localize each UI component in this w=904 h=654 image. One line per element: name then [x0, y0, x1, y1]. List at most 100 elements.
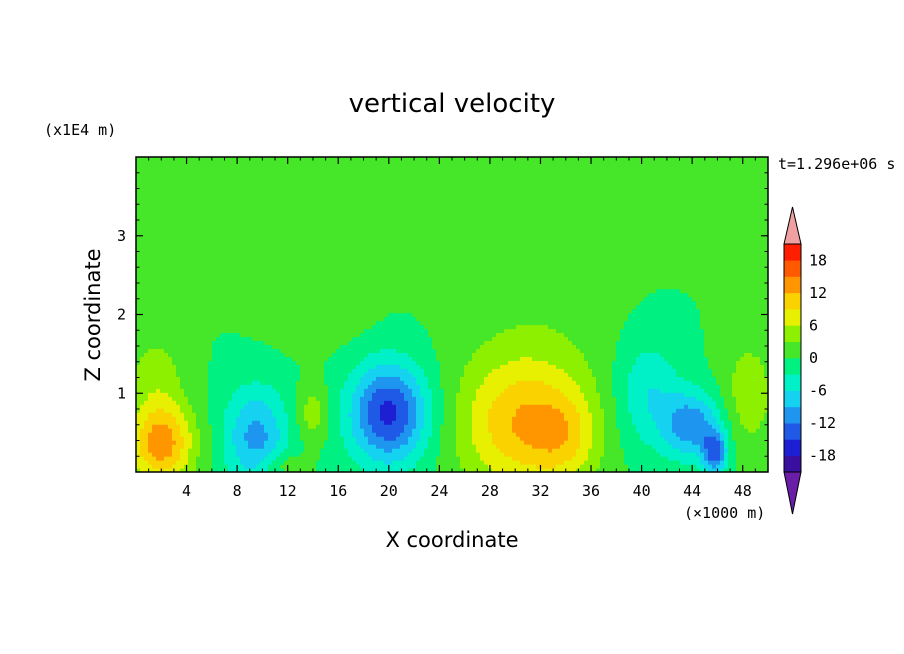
field-cell [408, 420, 413, 425]
field-cell [632, 460, 637, 465]
field-cell [476, 348, 481, 353]
field-cell [332, 468, 337, 472]
field-cell [180, 376, 185, 381]
field-cell [688, 372, 693, 377]
field-cell [416, 460, 421, 465]
field-cell [680, 460, 685, 465]
field-cell [256, 412, 261, 417]
field-cell [144, 424, 149, 429]
field-cell [604, 464, 609, 469]
field-cell [380, 348, 385, 353]
field-cell [252, 352, 257, 357]
field-cell [136, 388, 141, 393]
field-cell [440, 372, 445, 377]
field-cell [388, 352, 393, 357]
field-cell [704, 356, 709, 361]
field-cell [240, 384, 245, 389]
field-cell [340, 344, 345, 349]
field-cell [744, 392, 749, 397]
field-cell [636, 416, 641, 421]
field-cell [640, 420, 645, 425]
field-cell [592, 456, 597, 461]
field-cell [668, 372, 673, 377]
field-cell [296, 452, 301, 457]
field-cell [496, 348, 501, 353]
field-cell [272, 364, 277, 369]
field-cell [336, 432, 341, 437]
field-cell [208, 432, 213, 437]
field-cell [148, 372, 153, 377]
field-cell [176, 440, 181, 445]
field-cell [452, 460, 457, 465]
field-cell [672, 348, 677, 353]
field-cell [436, 460, 441, 465]
field-cell [540, 404, 545, 409]
field-cell [640, 348, 645, 353]
field-cell [484, 360, 489, 365]
field-cell [372, 348, 377, 353]
field-cell [428, 432, 433, 437]
field-cell [272, 420, 277, 425]
field-cell [236, 432, 241, 437]
field-cell [280, 464, 285, 469]
field-cell [556, 428, 561, 433]
field-cell [624, 456, 629, 461]
field-cell [708, 432, 713, 437]
field-cell [616, 440, 621, 445]
field-cell [328, 408, 333, 413]
field-cell [536, 368, 541, 373]
field-cell [504, 448, 509, 453]
field-cell [408, 412, 413, 417]
field-cell [176, 348, 181, 353]
field-cell [288, 460, 293, 465]
field-cell [656, 392, 661, 397]
field-cell [388, 380, 393, 385]
field-cell [608, 460, 613, 465]
field-cell [460, 356, 465, 361]
field-cell [740, 388, 745, 393]
field-cell [608, 468, 613, 472]
field-cell [728, 428, 733, 433]
field-cell [432, 348, 437, 353]
field-cell [692, 468, 697, 472]
field-cell [652, 388, 657, 393]
field-cell [160, 368, 165, 373]
field-cell [276, 372, 281, 377]
field-cell [168, 384, 173, 389]
field-cell [172, 428, 177, 433]
field-cell [548, 396, 553, 401]
field-cell [712, 384, 717, 389]
field-cell [380, 428, 385, 433]
field-cell [604, 404, 609, 409]
field-cell [280, 432, 285, 437]
field-cell [568, 432, 573, 437]
field-cell [384, 464, 389, 469]
field-cell [464, 440, 469, 445]
field-cell [656, 368, 661, 373]
field-cell [296, 356, 301, 361]
field-cell [580, 368, 585, 373]
field-cell [684, 380, 689, 385]
field-cell [188, 384, 193, 389]
field-cell [224, 380, 229, 385]
field-cell [556, 416, 561, 421]
field-cell [736, 356, 741, 361]
field-cell [476, 432, 481, 437]
field-cell [392, 380, 397, 385]
field-cell [544, 376, 549, 381]
field-cell [460, 432, 465, 437]
field-cell [640, 372, 645, 377]
field-cell [536, 464, 541, 469]
field-cell [600, 380, 605, 385]
field-cell [136, 396, 141, 401]
field-cell [728, 412, 733, 417]
field-cell [756, 420, 761, 425]
field-cell [596, 416, 601, 421]
field-cell [628, 380, 633, 385]
field-cell [424, 388, 429, 393]
field-cell [408, 464, 413, 469]
field-cell [440, 444, 445, 449]
field-cell [164, 404, 169, 409]
field-cell [708, 452, 713, 457]
field-cell [272, 356, 277, 361]
